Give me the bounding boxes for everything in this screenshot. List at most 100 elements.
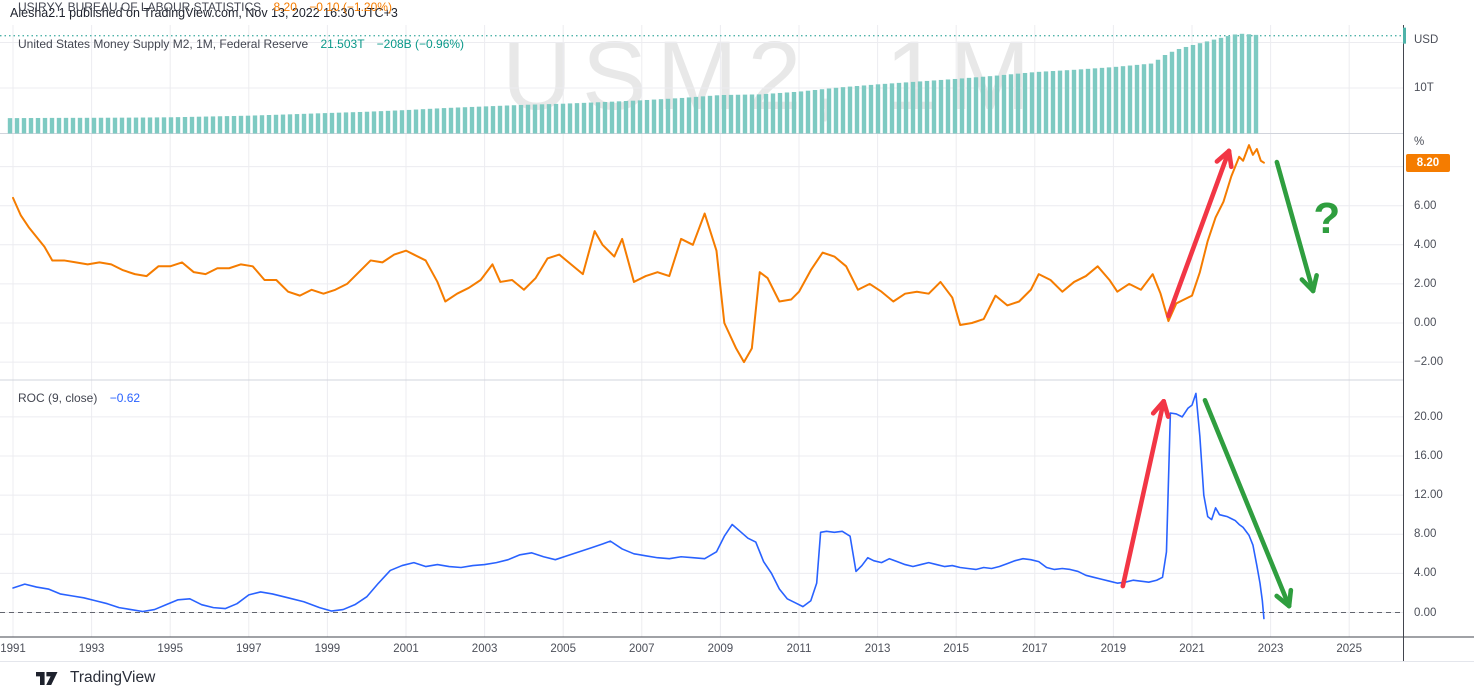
- m2-bar: [1127, 65, 1133, 134]
- m2-bar: [1162, 55, 1168, 134]
- m2-bar: [280, 114, 286, 134]
- m2-bar: [217, 116, 223, 134]
- legend-usiryy-value: 8.20: [273, 0, 297, 14]
- m2-bar: [511, 105, 517, 134]
- m2-bar: [756, 94, 762, 134]
- time-tick-label: 2015: [943, 643, 969, 655]
- m2-bar: [1029, 72, 1035, 134]
- m2-bar: [287, 114, 293, 134]
- m2-bar: [581, 102, 587, 134]
- time-tick-label: 2007: [629, 643, 655, 655]
- m2-bar: [224, 116, 230, 134]
- m2-bar: [448, 107, 454, 134]
- time-tick-label: 1997: [236, 643, 262, 655]
- m2-bar: [532, 104, 538, 134]
- legend-m2-change: −208B (−0.96%): [376, 37, 465, 51]
- m2-bar: [637, 100, 643, 134]
- price-axis[interactable]: USD 10T% 6.00 4.00 2.00 0.00 −2.00 20.00 16.00 12…: [1404, 0, 1474, 662]
- m2-bar: [35, 117, 41, 134]
- time-tick-label: 2023: [1257, 643, 1284, 655]
- m2-bar: [973, 77, 979, 134]
- m2-bar: [413, 109, 419, 134]
- time-tick-label: 2011: [786, 643, 812, 655]
- roc-line: [12, 392, 1265, 620]
- m2-bar: [427, 108, 433, 134]
- m2-bar: [728, 94, 734, 134]
- m2-bar: [1001, 74, 1007, 134]
- m2-bar: [679, 97, 685, 134]
- m2-bar: [777, 92, 783, 134]
- m2-bar: [525, 104, 531, 134]
- legend-roc[interactable]: ROC (9, close) −0.62: [18, 391, 140, 405]
- m2-bar: [364, 111, 370, 134]
- m2-bar: [126, 117, 132, 134]
- m2-bar: [966, 77, 972, 134]
- m2-bar: [714, 95, 720, 134]
- m2-bar: [343, 112, 349, 134]
- m2-bar: [623, 101, 629, 134]
- m2-bar: [546, 104, 552, 134]
- m2-bar: [175, 117, 181, 134]
- m2-bar: [1078, 69, 1084, 134]
- m2-bar: [28, 118, 34, 134]
- legend-usiryy-title: USIRYY, BUREAU OF LABOUR STATISTICS: [18, 0, 262, 14]
- axis-tick-usiryy: 0.00: [1414, 317, 1437, 329]
- m2-bar: [1176, 48, 1182, 134]
- m2-bar: [210, 116, 216, 134]
- m2-bar: [385, 110, 391, 134]
- legend-m2-title: United States Money Supply M2, 1M, Feder…: [18, 37, 309, 51]
- m2-bar: [504, 105, 510, 134]
- m2-bar: [378, 111, 384, 134]
- m2-bar: [574, 103, 580, 134]
- m2-bar: [112, 117, 118, 134]
- m2-bar: [560, 103, 566, 134]
- m2-bar: [1246, 34, 1252, 134]
- tradingview-brand[interactable]: TradingView: [70, 669, 156, 686]
- m2-bar: [266, 115, 272, 134]
- m2-bar: [329, 112, 335, 134]
- m2-bar: [910, 81, 916, 134]
- m2-bar: [1253, 34, 1259, 134]
- publish-header: Alesha2.1 published on TradingView.com, …: [10, 6, 398, 20]
- m2-bar: [805, 90, 811, 134]
- m2-bar: [1197, 43, 1203, 134]
- m2-bar: [1141, 64, 1147, 134]
- m2-bar: [686, 97, 692, 134]
- m2-axis-marker: [1403, 27, 1406, 44]
- red-arrow-usiryy: [1166, 148, 1232, 319]
- m2-bar: [476, 106, 482, 134]
- m2-bar: [959, 78, 965, 134]
- m2-bar: [392, 110, 398, 134]
- time-axis[interactable]: 1991 1993 1995 1997 1999 2001 2003 2005 2007 2009…: [0, 637, 1403, 661]
- legend-usiryy[interactable]: USIRYY, BUREAU OF LABOUR STATISTICS 8.20…: [18, 0, 392, 14]
- m2-bar: [1134, 64, 1140, 134]
- m2-bar: [273, 114, 279, 134]
- m2-bar: [1232, 34, 1238, 134]
- m2-bar: [672, 98, 678, 134]
- m2-bar: [49, 117, 55, 134]
- m2-bar: [833, 87, 839, 134]
- legend-m2[interactable]: United States Money Supply M2, 1M, Feder…: [18, 37, 464, 51]
- m2-bar: [938, 79, 944, 134]
- time-tick-label: 1991: [0, 643, 26, 655]
- m2-bar: [952, 78, 958, 134]
- m2-bar: [763, 93, 769, 134]
- m2-bar: [119, 117, 125, 134]
- m2-bar: [1155, 59, 1161, 134]
- legend-roc-title: ROC (9, close): [18, 391, 98, 405]
- m2-bar: [693, 96, 699, 134]
- m2-bar: [945, 79, 951, 134]
- m2-bar: [854, 86, 860, 134]
- m2-bar: [665, 98, 671, 134]
- m2-bar: [518, 104, 524, 134]
- m2-bar: [1120, 66, 1126, 134]
- m2-bar: [658, 99, 664, 134]
- tradingview-logo-icon[interactable]: [36, 670, 62, 687]
- m2-bar: [749, 94, 755, 134]
- m2-bar: [651, 99, 657, 134]
- legend-m2-value: 21.503T: [320, 37, 365, 51]
- green-arrow-usiryy: [1274, 159, 1316, 294]
- green-arrow-roc-head: [1286, 587, 1294, 609]
